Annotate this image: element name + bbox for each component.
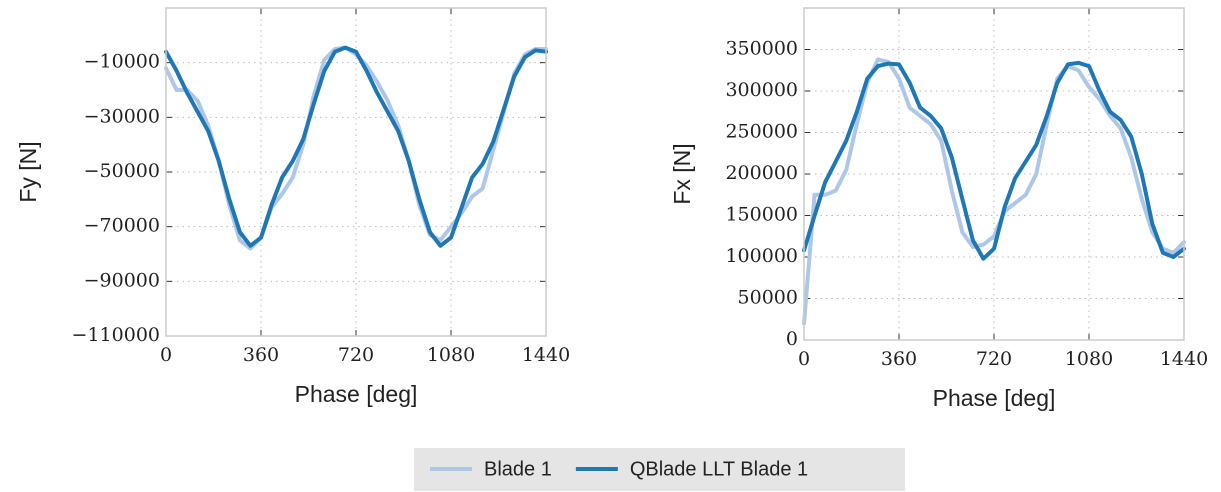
- y-tick-label: 300000: [725, 79, 798, 101]
- y-tick-label: −90000: [84, 269, 160, 291]
- x-tick-label: 0: [160, 344, 172, 366]
- y-axis-label: Fx [N]: [669, 143, 695, 204]
- legend-box: [414, 448, 905, 491]
- x-tick-label: 1080: [427, 344, 475, 366]
- x-axis-label: Phase [deg]: [933, 385, 1056, 411]
- y-tick-label: 350000: [725, 38, 798, 60]
- x-axis-label: Phase [deg]: [295, 381, 418, 407]
- x-tick-label: 360: [243, 344, 279, 366]
- series-line: [164, 45, 548, 248]
- y-tick-label: −10000: [84, 51, 160, 73]
- y-tick-label: 200000: [725, 162, 798, 184]
- x-tick-label: 360: [881, 348, 917, 370]
- x-tick-label: 720: [338, 344, 374, 366]
- legend-label: Blade 1: [484, 458, 552, 480]
- x-tick-label: 1080: [1065, 348, 1113, 370]
- y-tick-label: 150000: [725, 204, 798, 226]
- y-axis-label: Fy [N]: [15, 141, 41, 202]
- legend-label: QBlade LLT Blade 1: [630, 458, 808, 480]
- y-tick-label: −30000: [84, 105, 160, 127]
- series-line: [802, 60, 1186, 261]
- y-tick-label: −110000: [72, 324, 160, 346]
- y-tick-label: 250000: [725, 121, 798, 143]
- y-tick-label: 0: [786, 328, 798, 350]
- x-tick-label: 1440: [1160, 348, 1208, 370]
- x-tick-label: 1440: [522, 344, 570, 366]
- y-tick-label: 50000: [738, 287, 798, 309]
- x-tick-label: 0: [798, 348, 810, 370]
- y-tick-label: 100000: [725, 245, 798, 267]
- x-tick-label: 720: [976, 348, 1012, 370]
- plot-frame: [803, 7, 1185, 341]
- y-tick-label: −50000: [84, 160, 160, 182]
- plot-frame: [165, 7, 547, 337]
- y-tick-label: −70000: [84, 215, 160, 237]
